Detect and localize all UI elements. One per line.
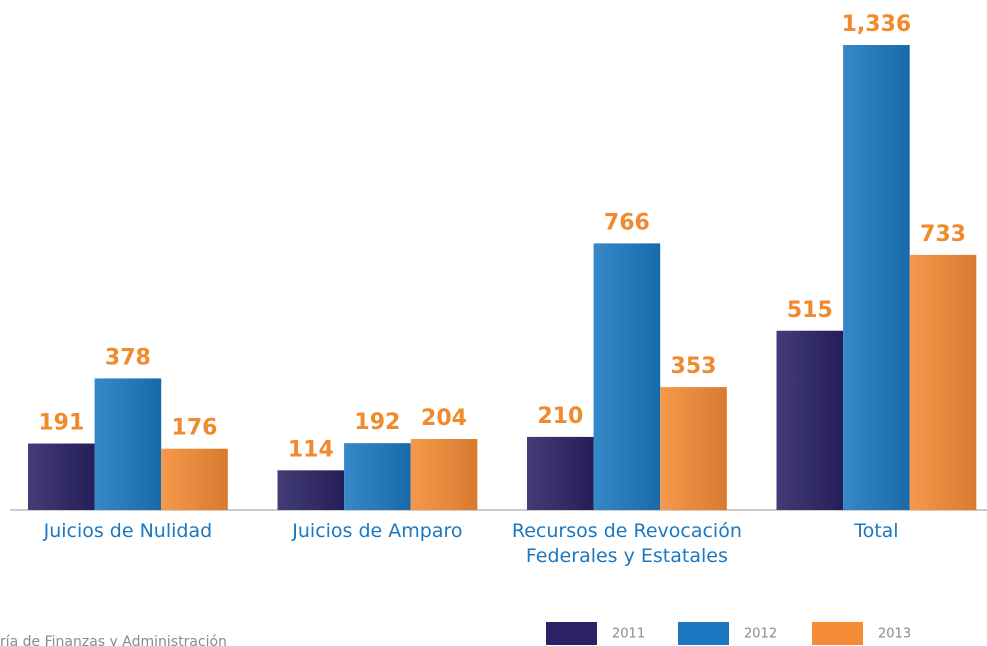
value-label: 1,336: [842, 12, 912, 37]
bar-shade: [776, 330, 844, 510]
value-label: 766: [604, 210, 650, 235]
bar-shade: [94, 378, 162, 510]
source: ría de Finanzas y Administración: [0, 634, 227, 646]
value-label: 353: [671, 354, 717, 379]
value-label: 378: [105, 345, 151, 370]
bar-shade: [593, 243, 661, 510]
x-tick-label: Juicios de Amparo: [292, 520, 463, 542]
x-tick-label: Juicios de Nulidad: [43, 520, 213, 542]
x-tick-label: Total: [854, 520, 899, 542]
value-label: 191: [38, 411, 84, 436]
value-label: 176: [172, 416, 218, 441]
legend-label: 2012: [744, 627, 777, 642]
bar-shade: [277, 470, 345, 510]
value-label: 515: [787, 298, 833, 323]
legend-swatch: [546, 622, 597, 645]
bar-shade: [527, 436, 594, 510]
legend-swatch: [812, 622, 863, 645]
x-tick-label: Recursos de Revocación Federales y Estat…: [511, 520, 742, 567]
bar-shade: [410, 438, 478, 510]
legend-swatch: [678, 622, 729, 645]
value-label: 114: [288, 437, 334, 462]
bar-shade: [161, 448, 228, 510]
legend-label: 2013: [878, 627, 911, 642]
value-label: 210: [537, 404, 583, 429]
bar-shade: [843, 45, 910, 510]
value-label: 733: [920, 222, 966, 247]
bar-shade: [344, 443, 411, 510]
bar-shade: [909, 254, 977, 510]
bar-shade: [660, 387, 727, 510]
value-label: 204: [421, 406, 467, 431]
legend-label: 2011: [612, 627, 645, 642]
value-label: 192: [354, 410, 400, 435]
bar-shade: [28, 443, 95, 510]
